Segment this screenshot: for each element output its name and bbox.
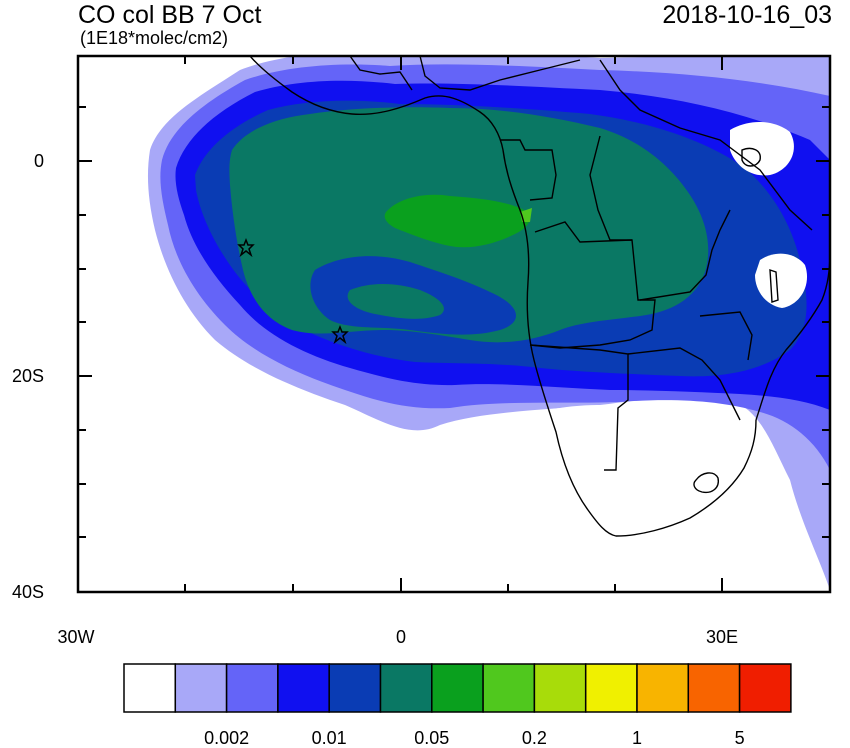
colorbar-box-2 bbox=[225, 663, 279, 713]
colorbar-box-1 bbox=[174, 663, 228, 713]
lake-malawi bbox=[769, 269, 779, 303]
border-1 bbox=[500, 139, 557, 201]
coastlines bbox=[249, 56, 830, 537]
sampling-markers bbox=[237, 237, 349, 345]
colorbar-box-12 bbox=[738, 663, 792, 713]
border-6 bbox=[639, 209, 731, 301]
x-tick-label-0: 0 bbox=[395, 627, 407, 647]
border-5 bbox=[589, 135, 632, 241]
colorbar bbox=[123, 663, 792, 713]
colorbar-label-4: 1 bbox=[631, 728, 643, 748]
x-tick-label-30e: 30E bbox=[705, 627, 739, 647]
colorbar-box-4 bbox=[328, 663, 382, 713]
colorbar-box-0 bbox=[123, 663, 177, 713]
lesotho bbox=[693, 472, 719, 494]
plume-inset-teal bbox=[347, 284, 444, 319]
border-9 bbox=[599, 59, 813, 231]
y-tick-label-0: 0 bbox=[33, 151, 44, 171]
colorbar-box-3 bbox=[277, 663, 330, 713]
map-title: CO col BB 7 Oct bbox=[78, 1, 262, 29]
colorbar-label-3: 0.2 bbox=[521, 728, 547, 748]
map-frame bbox=[76, 54, 832, 594]
border-3 bbox=[529, 344, 629, 471]
colorbar-box-8 bbox=[533, 663, 587, 713]
star-marker-1 bbox=[237, 237, 255, 258]
colorbar-box-7 bbox=[482, 663, 536, 713]
x-tick-label-30w: 30W bbox=[57, 627, 95, 647]
colorbar-box-6 bbox=[431, 663, 484, 713]
border-10 bbox=[349, 56, 413, 91]
timestamp-label: 2018-10-16_03 bbox=[662, 1, 832, 29]
colorbar-label-2: 0.05 bbox=[414, 728, 450, 748]
axis-ticks bbox=[78, 56, 830, 592]
colorbar-label-1: 0.01 bbox=[311, 728, 347, 748]
clear-area-east bbox=[730, 121, 794, 176]
star-marker-2 bbox=[331, 324, 349, 345]
y-tick-label-40s: 40S bbox=[11, 582, 44, 602]
border-7 bbox=[699, 311, 753, 361]
border-8 bbox=[419, 56, 581, 91]
border-2 bbox=[529, 221, 656, 349]
colorbar-box-5 bbox=[379, 663, 433, 713]
colorbar-label-0: 0.002 bbox=[204, 728, 250, 748]
y-tick-label-20s: 20S bbox=[11, 366, 44, 386]
east-coast bbox=[755, 249, 830, 421]
west-africa-coast bbox=[249, 56, 757, 537]
colorbar-label-5: 5 bbox=[734, 728, 745, 748]
clear-area-south bbox=[548, 405, 754, 532]
border-4 bbox=[627, 347, 741, 421]
colorbar-box-9 bbox=[584, 663, 638, 713]
units-label: (1E18*molec/cm2) bbox=[80, 28, 229, 48]
clear-area-east-2 bbox=[755, 253, 808, 308]
colorbar-box-10 bbox=[636, 663, 690, 713]
colorbar-box-11 bbox=[687, 663, 741, 713]
co-column-field bbox=[147, 56, 830, 590]
plume-level-6 bbox=[384, 194, 530, 248]
lake-victoria bbox=[741, 147, 761, 167]
